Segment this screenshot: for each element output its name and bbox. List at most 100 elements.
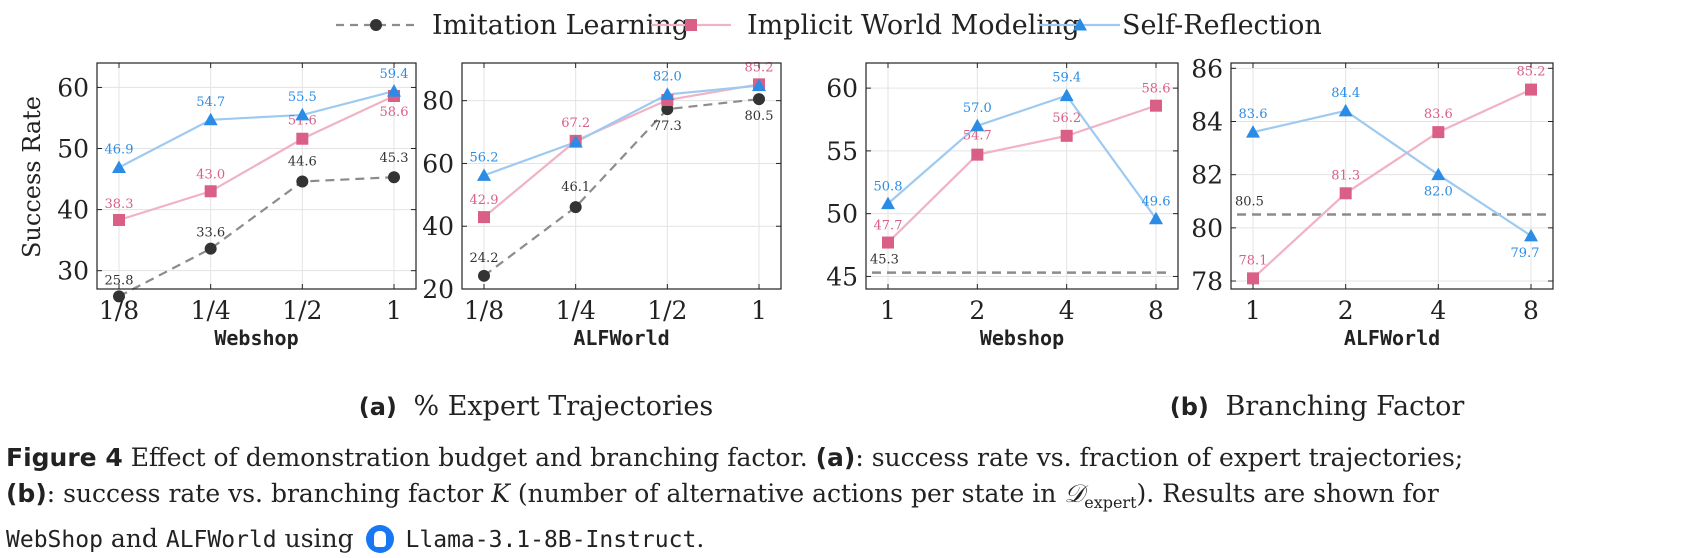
y-tick-label: 60 bbox=[826, 74, 858, 103]
caption-line1-text: Effect of demonstration budget and branc… bbox=[130, 443, 808, 472]
data-label-self-reflection: 54.7 bbox=[196, 95, 225, 110]
x-axis-label: ALFWorld bbox=[573, 326, 669, 350]
y-tick-label: 45 bbox=[826, 262, 858, 291]
data-point-self-reflection bbox=[1524, 228, 1538, 242]
caption-and: and bbox=[110, 524, 158, 553]
subcaption-a: (a) % Expert Trajectories bbox=[359, 391, 713, 422]
data-label-implicit-world-modeling: 56.2 bbox=[1052, 111, 1081, 126]
data-label-self-reflection: 50.8 bbox=[874, 180, 903, 195]
data-label-implicit-world-modeling: 51.6 bbox=[288, 114, 317, 129]
y-tick-label: 86 bbox=[1191, 54, 1223, 83]
data-point-self-reflection bbox=[660, 87, 675, 100]
data-label-imitation-learning: 24.2 bbox=[470, 251, 499, 266]
data-point-self-reflection bbox=[568, 135, 583, 148]
series-line-implicit-world-modeling bbox=[483, 83, 760, 218]
series-line-self-reflection bbox=[887, 94, 1157, 220]
x-tick-label: 4 bbox=[1430, 296, 1446, 325]
caption-line-1: Figure 4 Effect of demonstration budget … bbox=[6, 440, 1694, 476]
data-point-implicit-world-modeling bbox=[1339, 187, 1352, 200]
data-point-imitation-learning bbox=[661, 103, 674, 116]
y-tick-label: 30 bbox=[57, 257, 89, 286]
x-axis-label: Webshop bbox=[214, 326, 298, 350]
plot-frame bbox=[96, 62, 417, 290]
caption-line-2: (b): success rate vs. branching factor K… bbox=[6, 476, 1694, 521]
llama-icon bbox=[365, 525, 394, 553]
y-tick-label: 40 bbox=[57, 196, 89, 225]
legend: Imitation Learning Implicit World Modelin… bbox=[336, 10, 1322, 41]
data-point-imitation-learning bbox=[204, 242, 217, 255]
data-point-implicit-world-modeling bbox=[478, 211, 490, 224]
data-point-imitation-learning bbox=[569, 201, 582, 214]
series-line-implicit-world-modeling bbox=[887, 104, 1157, 244]
subcaption-b-text: Branching Factor bbox=[1225, 391, 1464, 422]
series-line-self-reflection bbox=[483, 84, 760, 177]
x-tick-label: 1/4 bbox=[191, 296, 231, 325]
data-label-self-reflection: 82.0 bbox=[653, 69, 682, 84]
data-point-self-reflection bbox=[203, 112, 218, 126]
caption-b-ref: (b) bbox=[6, 479, 47, 508]
data-point-self-reflection bbox=[1338, 103, 1353, 117]
data-label-implicit-world-modeling: 81.3 bbox=[1331, 168, 1360, 183]
caption-model: Llama-3.1-8B-Instruct bbox=[405, 527, 697, 553]
data-label-self-reflection: 46.9 bbox=[105, 142, 134, 157]
reference-label: 80.5 bbox=[1235, 195, 1264, 210]
data-label-imitation-learning: 45.3 bbox=[380, 151, 409, 166]
caption-a-ref: (a) bbox=[815, 443, 856, 472]
y-tick-label: 50 bbox=[826, 200, 858, 229]
plots: 25.8 33.6 44.6 45.3 38.3 43.0 51.6 58.6 46.9 54.7… bbox=[57, 54, 1554, 350]
subcaption-b: (b) Branching Factor bbox=[1170, 391, 1465, 422]
chart-1-alfworld: 24.246.177.380.542.967.285.256.282.01/8 1… bbox=[422, 60, 782, 350]
reference-label: 45.3 bbox=[870, 253, 899, 268]
data-point-implicit-world-modeling bbox=[1525, 83, 1537, 96]
data-label-self-reflection: 79.7 bbox=[1511, 246, 1540, 261]
chart-3-alfworld: 80.5 78.1 81.3 83.6 85.2 83.6 84.4 82.0 79.7 1 2 4 8… bbox=[1191, 54, 1554, 350]
data-label-self-reflection: 49.6 bbox=[1142, 195, 1171, 210]
data-label-implicit-world-modeling: 83.6 bbox=[1424, 107, 1453, 122]
data-point-self-reflection bbox=[387, 84, 401, 97]
x-tick-label: 4 bbox=[1059, 296, 1075, 325]
y-tick-label: 50 bbox=[57, 135, 89, 164]
caption-b-desc1: : success rate vs. branching factor bbox=[46, 479, 484, 508]
legend-label-implicit-world-modeling: Implicit World Modeling bbox=[747, 10, 1080, 41]
data-point-self-reflection bbox=[295, 107, 310, 121]
y-tick-label: 78 bbox=[1191, 267, 1223, 296]
series-line-implicit-world-modeling bbox=[1252, 88, 1532, 280]
data-point-imitation-learning bbox=[113, 290, 125, 303]
legend-marker-implicit-world-modeling bbox=[685, 19, 697, 31]
data-label-imitation-learning: 25.8 bbox=[105, 273, 134, 288]
series-line-imitation-learning bbox=[118, 176, 395, 298]
data-point-imitation-learning bbox=[753, 93, 765, 106]
data-label-implicit-world-modeling: 85.2 bbox=[1517, 65, 1546, 80]
subcaption-a-label: (a) bbox=[359, 393, 397, 421]
x-tick-label: 1/2 bbox=[647, 296, 687, 325]
y-tick-label: 55 bbox=[826, 137, 858, 166]
y-tick-label: 60 bbox=[422, 149, 454, 178]
y-tick-label: 40 bbox=[422, 212, 454, 241]
caption-b-desc2: (number of alternative actions per state… bbox=[517, 479, 1057, 508]
data-point-imitation-learning bbox=[388, 171, 400, 184]
legend-item-self-reflection: Self-Reflection bbox=[1040, 10, 1322, 41]
data-point-self-reflection bbox=[1059, 88, 1074, 102]
data-label-self-reflection: 57.0 bbox=[963, 101, 992, 116]
data-label-implicit-world-modeling: 42.9 bbox=[470, 193, 499, 208]
data-point-implicit-world-modeling bbox=[1432, 126, 1445, 139]
data-label-self-reflection: 59.4 bbox=[1052, 71, 1081, 86]
caption-line-3: WebShop and ALFWorld using Llama-3.1-8B-… bbox=[6, 521, 1694, 558]
data-point-implicit-world-modeling bbox=[204, 185, 217, 198]
y-tick-label: 82 bbox=[1191, 161, 1223, 190]
data-label-self-reflection: 55.5 bbox=[288, 90, 317, 105]
series-line-implicit-world-modeling bbox=[118, 94, 395, 222]
data-label-implicit-world-modeling: 38.3 bbox=[105, 197, 134, 212]
data-label-imitation-learning: 33.6 bbox=[196, 226, 225, 241]
data-label-implicit-world-modeling: 58.6 bbox=[1142, 82, 1171, 97]
y-tick-label: 80 bbox=[422, 87, 454, 116]
x-tick-label: 1 bbox=[751, 296, 767, 325]
caption-fig-label: Figure 4 bbox=[6, 443, 123, 472]
subcaption-a-text: % Expert Trajectories bbox=[413, 391, 713, 422]
data-label-self-reflection: 82.0 bbox=[1424, 185, 1453, 200]
data-point-self-reflection bbox=[881, 196, 895, 210]
chart-2-webshop: 45.3 47.7 54.7 56.2 58.6 50.8 57.0 59.4 49.6 1 2 4 8… bbox=[826, 62, 1179, 350]
data-label-imitation-learning: 80.5 bbox=[745, 109, 774, 124]
subcaption-b-label: (b) bbox=[1170, 393, 1209, 421]
data-label-imitation-learning: 77.3 bbox=[653, 119, 682, 134]
